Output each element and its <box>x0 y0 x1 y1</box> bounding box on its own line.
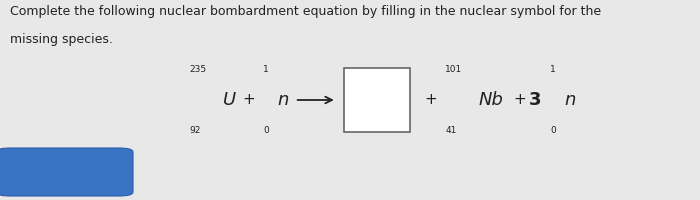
Text: 92: 92 <box>189 126 200 135</box>
Text: Submit Answer: Submit Answer <box>18 167 112 177</box>
Text: +: + <box>514 92 526 108</box>
Text: 235: 235 <box>189 65 206 74</box>
Text: 41: 41 <box>445 126 456 135</box>
FancyBboxPatch shape <box>0 148 133 196</box>
Text: 0: 0 <box>550 126 556 135</box>
Text: n: n <box>564 91 575 109</box>
Text: +: + <box>424 92 437 108</box>
Text: 0: 0 <box>263 126 269 135</box>
Text: 1: 1 <box>263 65 269 74</box>
Text: 1: 1 <box>550 65 556 74</box>
Text: missing species.: missing species. <box>10 33 113 46</box>
Text: n: n <box>277 91 288 109</box>
Text: Nb: Nb <box>479 91 504 109</box>
Text: Complete the following nuclear bombardment equation by filling in the nuclear sy: Complete the following nuclear bombardme… <box>10 5 601 18</box>
Text: 3: 3 <box>529 91 542 109</box>
Text: U: U <box>223 91 236 109</box>
Text: 101: 101 <box>445 65 463 74</box>
Text: +: + <box>242 92 255 108</box>
FancyBboxPatch shape <box>344 68 410 132</box>
